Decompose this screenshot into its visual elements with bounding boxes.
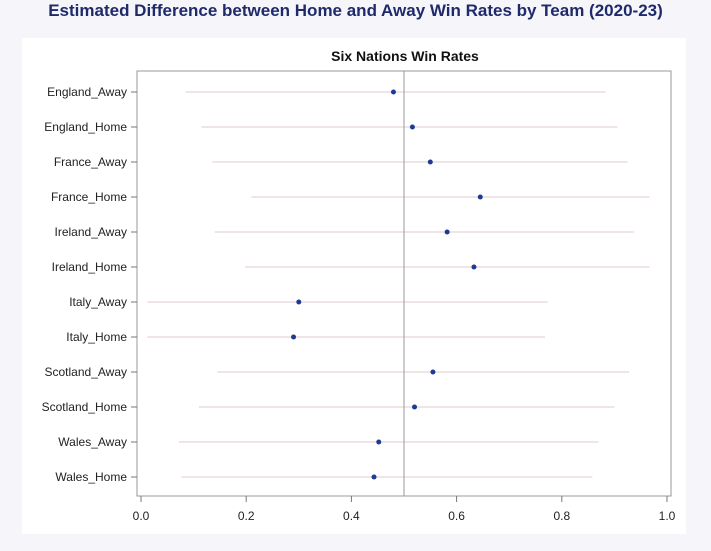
x-tick-label: 1.0 (659, 509, 676, 523)
x-tick-label: 0.2 (238, 509, 255, 523)
data-point (471, 264, 477, 270)
y-tick-label: France_Away (54, 155, 127, 169)
y-tick-label: Italy_Home (66, 330, 127, 344)
data-point (427, 159, 433, 165)
y-tick-label: Ireland_Away (55, 225, 128, 239)
data-point (477, 194, 483, 200)
y-tick-label: Ireland_Home (52, 260, 128, 274)
chart-title: Six Nations Win Rates (331, 48, 479, 64)
chart-panel: Six Nations Win Rates England_Away Englan… (22, 38, 686, 534)
y-tick-label: England_Home (44, 120, 127, 134)
x-tick-label: 0.0 (133, 509, 150, 523)
y-tick-label: Italy_Away (69, 295, 127, 309)
y-tick-label: Wales_Home (55, 470, 127, 484)
x-tick-label: 0.8 (553, 509, 570, 523)
data-point (296, 299, 302, 305)
chart-svg: Six Nations Win Rates England_AwayEnglan… (42, 48, 676, 523)
y-tick-label: Scotland_Home (42, 400, 128, 414)
data-point (390, 89, 396, 95)
data-point (412, 404, 418, 410)
x-axis: 0.0 0.2 0.4 0.6 0.8 1.0 (133, 496, 676, 523)
x-tick-label: 0.6 (448, 509, 465, 523)
data-point (430, 369, 436, 375)
data-point (444, 229, 450, 235)
point-layer (291, 89, 483, 480)
interval-layer (147, 91, 650, 478)
data-point (371, 474, 377, 480)
y-axis: England_Away England_Home France_Away Franc… (42, 85, 137, 484)
data-point (291, 334, 297, 340)
y-tick-label: Wales_Away (58, 435, 127, 449)
page-title: Estimated Difference between Home and Aw… (48, 1, 663, 20)
data-point (376, 439, 382, 445)
y-tick-label: Scotland_Away (45, 365, 128, 379)
y-tick-label: France_Home (51, 190, 127, 204)
x-tick-label: 0.4 (343, 509, 360, 523)
y-tick-label: England_Away (47, 85, 127, 99)
data-point (409, 124, 415, 130)
